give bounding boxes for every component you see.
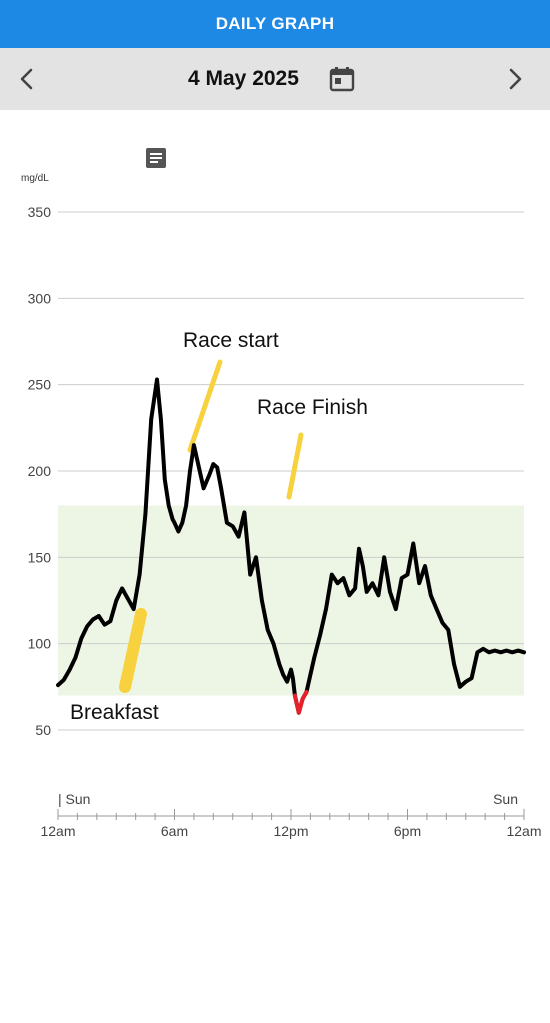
y-tick-label-300: 300 [28, 290, 52, 306]
race-start-marker [187, 359, 223, 453]
breakfast-label: Breakfast [70, 701, 159, 724]
previous-day-button[interactable] [0, 48, 54, 110]
glucose-low-segment [292, 690, 309, 715]
y-axis-labels: 350 300 250 200 150 100 50 [28, 204, 52, 738]
glucose-daily-graph: 350 300 250 200 150 100 50 Race start Race Fin… [28, 204, 542, 839]
current-date: 4 May 2025 [188, 67, 299, 90]
x-axis-labels: 12am 6am 12pm 6pm 12am [40, 823, 541, 839]
x-tick-label-4: 12am [506, 823, 541, 839]
x-axis-ticks [57, 809, 525, 820]
y-tick-label-200: 200 [28, 463, 52, 479]
x-tick-label-0: 12am [40, 823, 75, 839]
y-tick-label-100: 100 [28, 636, 52, 652]
race-finish-marker [286, 432, 304, 500]
x-tick-label-2: 12pm [273, 823, 308, 839]
y-tick-label-150: 150 [28, 549, 52, 565]
calendar-button[interactable] [328, 65, 356, 93]
date-navigation-bar: 4 May 2025 [0, 48, 550, 110]
x-tick-label-1: 6am [161, 823, 188, 839]
day-label-end: Sun [493, 791, 518, 807]
y-tick-label-50: 50 [35, 722, 51, 738]
app-header: DAILY GRAPH [0, 0, 550, 48]
note-icon[interactable] [145, 147, 167, 169]
race-finish-label: Race Finish [257, 396, 368, 419]
x-tick-label-3: 6pm [394, 823, 421, 839]
chevron-left-icon [20, 68, 33, 90]
header-title: DAILY GRAPH [215, 14, 335, 33]
breakfast-marker [119, 608, 147, 693]
y-tick-label-250: 250 [28, 377, 52, 393]
next-day-button[interactable] [488, 48, 542, 110]
glucose-line [56, 377, 526, 715]
calendar-icon [329, 67, 355, 92]
day-label-start: | Sun [58, 791, 90, 807]
y-tick-label-350: 350 [28, 204, 52, 220]
chevron-right-icon [509, 68, 522, 90]
race-start-label: Race start [183, 329, 279, 352]
note-icon-glyph [146, 148, 166, 168]
unit-label: mg/dL [21, 173, 49, 184]
